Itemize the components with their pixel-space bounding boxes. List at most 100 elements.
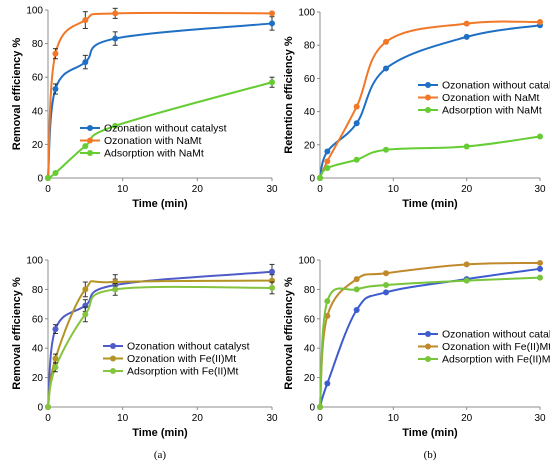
- data-point: [324, 148, 331, 155]
- legend-swatch-marker: [110, 355, 116, 362]
- data-point: [45, 404, 51, 410]
- legend-swatch-marker: [87, 137, 93, 144]
- data-point: [269, 20, 275, 27]
- y-tick-label: 60: [304, 74, 316, 85]
- data-point: [383, 281, 389, 288]
- data-point: [82, 311, 89, 318]
- data-point: [317, 404, 323, 410]
- legend-entry: Ozonation with NaMt: [442, 92, 540, 104]
- y-tick-label: 20: [32, 140, 44, 151]
- legend-swatch-marker: [87, 150, 93, 156]
- chart-panel-bottom-right: 0 20 40 60 80 100 0 10 20 30 Time (min) Removal eff…: [283, 256, 550, 462]
- data-point: [383, 289, 389, 296]
- data-point: [353, 156, 360, 163]
- data-point: [269, 10, 275, 17]
- data-point: [463, 277, 470, 284]
- data-point: [324, 298, 331, 305]
- data-point: [82, 286, 89, 293]
- y-tick-label: 20: [32, 373, 44, 384]
- legend-entry: Adsorption with NaMt: [442, 105, 542, 117]
- legend-entry: Ozonation with NaMt: [104, 135, 202, 147]
- x-tick-label: 0: [317, 413, 323, 424]
- data-point: [269, 79, 275, 86]
- data-point: [537, 265, 543, 272]
- x-tick-label: 0: [45, 413, 51, 424]
- legend-swatch-marker: [425, 82, 431, 88]
- x-tick-label: 30: [266, 413, 278, 424]
- data-point: [52, 169, 59, 176]
- legend-swatch-marker: [425, 107, 431, 113]
- legend-entry: Ozonation with Fe(II)Mt: [127, 353, 236, 365]
- data-point: [383, 146, 389, 153]
- x-tick-label: 0: [45, 184, 51, 195]
- data-point: [112, 10, 119, 17]
- legend-entry: Adsorption with Fe(II)Mt: [442, 354, 550, 366]
- data-point: [269, 268, 275, 275]
- data-point: [353, 103, 360, 110]
- chart-panel-top-right: 0 20 40 60 80 100 0 10 20 30 Time (min) Retention e…: [283, 8, 550, 211]
- y-tick-label: 100: [298, 8, 315, 19]
- data-point: [353, 276, 360, 283]
- data-point: [463, 33, 470, 40]
- legend-swatch-marker: [87, 125, 93, 131]
- y-tick-label: 80: [304, 285, 316, 296]
- y-tick-label: 80: [32, 285, 44, 296]
- data-point: [52, 326, 59, 333]
- series-line-1: [319, 261, 541, 408]
- y-tick-label: 0: [309, 174, 315, 185]
- legend-entry: Ozonation without catalyst: [127, 341, 250, 353]
- data-point: [463, 261, 470, 268]
- y-tick-label: 0: [309, 403, 315, 414]
- data-point: [383, 65, 389, 72]
- y-tick-label: 0: [37, 174, 43, 185]
- data-point: [353, 286, 360, 293]
- x-tick-label: 30: [266, 184, 278, 195]
- series-line-2: [47, 285, 273, 408]
- data-point: [324, 380, 331, 387]
- data-point: [112, 122, 119, 129]
- y-tick-label: 80: [304, 41, 316, 52]
- legend-entry: Ozonation without catalyst: [442, 329, 550, 341]
- chart-panel-bottom-left: 0 20 40 60 80 100 0 10 20 30 Time (min) Removal eff…: [11, 256, 278, 462]
- data-point: [82, 17, 89, 24]
- data-point: [52, 355, 59, 362]
- data-point: [324, 312, 331, 319]
- y-tick-label: 0: [37, 403, 43, 414]
- x-tick-label: 20: [461, 184, 473, 195]
- x-tick-label: 10: [117, 413, 129, 424]
- legend-swatch-marker: [425, 356, 431, 362]
- y-tick-label: 20: [304, 373, 316, 384]
- data-point: [52, 364, 59, 371]
- y-tick-label: 60: [32, 73, 44, 84]
- y-axis-title: Retention efficiency %: [283, 36, 295, 154]
- x-tick-label: 0: [317, 184, 323, 195]
- data-point: [82, 59, 89, 66]
- x-axis-title: Time (min): [132, 198, 188, 210]
- y-axis-title: Removal efficiency %: [11, 277, 23, 390]
- data-point: [324, 165, 331, 172]
- data-point: [383, 270, 389, 277]
- data-point: [324, 158, 331, 165]
- x-axis-title: Time (min): [132, 427, 188, 439]
- legend-swatch-marker: [110, 368, 116, 374]
- data-point: [353, 120, 360, 127]
- y-tick-label: 40: [304, 107, 316, 118]
- series-line-0: [47, 22, 273, 179]
- y-tick-label: 80: [32, 39, 44, 50]
- panel-label: (a): [154, 449, 167, 461]
- data-point: [269, 284, 275, 291]
- y-tick-label: 100: [298, 256, 315, 267]
- data-point: [317, 175, 323, 181]
- x-tick-label: 20: [461, 413, 473, 424]
- y-tick-label: 100: [26, 6, 43, 17]
- legend-entry: Adsorption with NaMt: [104, 148, 204, 160]
- y-tick-label: 100: [26, 256, 43, 267]
- legend-swatch-marker: [110, 343, 116, 349]
- y-tick-label: 40: [32, 344, 44, 355]
- y-axis-title: Removal efficiency %: [11, 38, 23, 151]
- data-point: [537, 259, 543, 266]
- legend-swatch-marker: [425, 343, 431, 350]
- panel-label: (b): [424, 449, 437, 461]
